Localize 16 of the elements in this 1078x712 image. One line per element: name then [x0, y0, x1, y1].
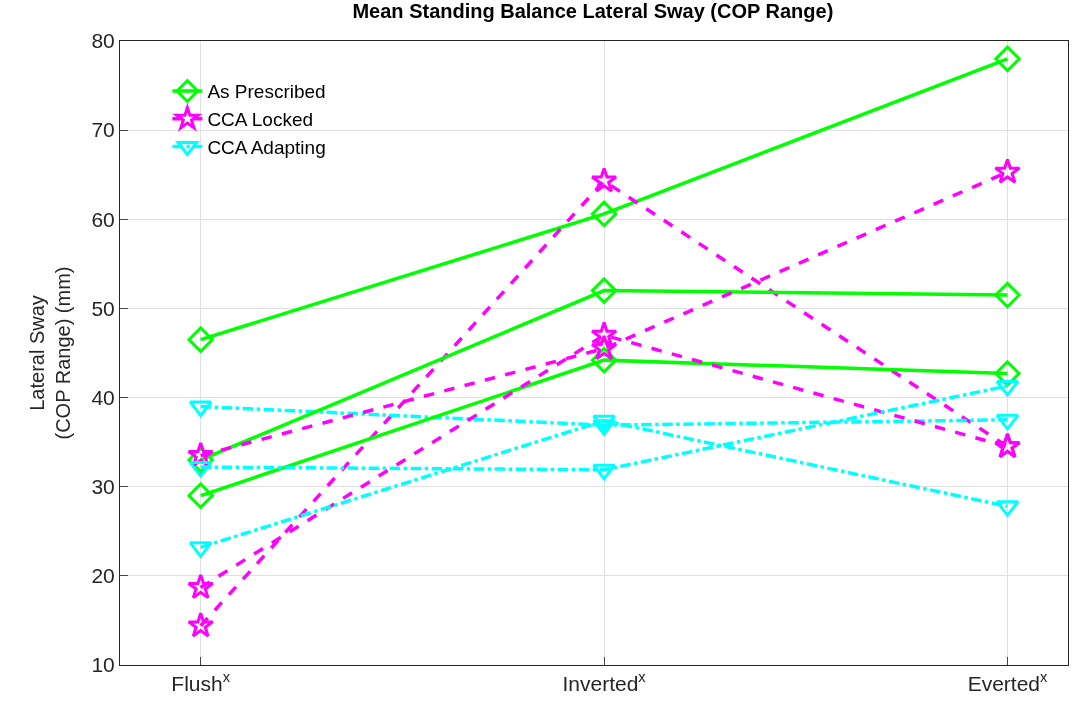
x-tick-label: Flush$^{x}$	[171, 669, 231, 696]
legend-label: As Prescribed	[207, 81, 326, 103]
y-tick-label: 20	[91, 564, 115, 588]
y-tick-label: 80	[91, 29, 115, 53]
y-tick-label: 10	[91, 653, 115, 677]
legend-label: CCA Locked	[207, 109, 314, 131]
legend-label: CCA Adapting	[207, 136, 326, 158]
chart-title: Mean Standing Balance Lateral Sway (COP Range)	[352, 0, 834, 22]
y-tick-label: 40	[91, 385, 115, 409]
y-tick-label: 30	[91, 475, 115, 499]
y-tick-label: 60	[91, 207, 115, 231]
x-tick-label: Inverted$^{x}$	[562, 669, 647, 696]
y-tick-label: 50	[91, 296, 115, 320]
y-tick-label: 70	[91, 118, 115, 142]
x-tick-label: Everted$^{x}$	[967, 669, 1049, 696]
y-axis-title: Lateral Sway (COP Range) (mm)	[25, 266, 74, 440]
